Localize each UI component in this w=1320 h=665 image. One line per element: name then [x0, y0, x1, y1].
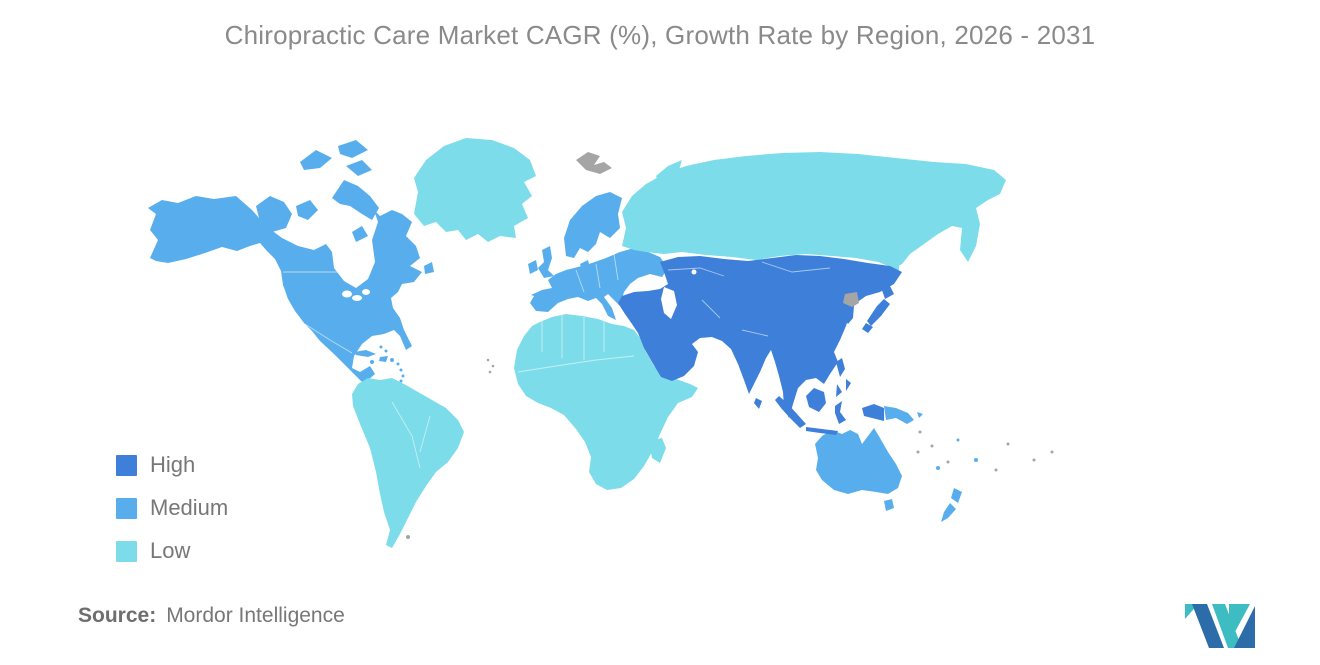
- region-arctic-island-victoria: [256, 196, 292, 232]
- legend-item-low: Low: [116, 538, 228, 564]
- region-denmark: [580, 260, 590, 270]
- legend-item-high: High: [116, 452, 228, 478]
- region-java: [806, 427, 838, 435]
- region-arctic-island-small: [296, 200, 318, 220]
- legend: High Medium Low: [116, 452, 228, 581]
- region-sumatra: [775, 396, 806, 428]
- source-label: Source:: [78, 604, 157, 627]
- oceania-islands-dots: [936, 438, 978, 470]
- region-ireland: [528, 260, 538, 274]
- region-south-korea: [841, 306, 854, 324]
- country-borders: [283, 253, 831, 469]
- region-north-korea: [843, 292, 859, 307]
- region-hispaniola: [379, 356, 388, 362]
- legend-swatch-medium-icon: [116, 497, 137, 519]
- region-sulawesi: [835, 401, 846, 424]
- region-papua-new-guinea: [884, 406, 923, 424]
- region-lesser-antilles: [370, 345, 405, 383]
- region-svalbard: [576, 152, 612, 174]
- region-borneo: [806, 388, 826, 412]
- source-line: Source: Mordor Intelligence: [78, 604, 345, 628]
- mordor-intelligence-logo: [1185, 604, 1255, 648]
- lakes-and-seas: [342, 269, 697, 319]
- pacific-islands-dots: [406, 358, 1054, 539]
- region-west-papua: [862, 404, 884, 421]
- region-southampton-island: [352, 226, 368, 242]
- region-madagascar: [650, 438, 666, 463]
- region-baffin-island: [332, 180, 379, 220]
- region-newfoundland: [424, 262, 434, 274]
- region-ellesmere-cluster: [300, 140, 372, 176]
- region-philippines: [836, 358, 851, 397]
- region-sri-lanka: [754, 398, 762, 409]
- region-north-america: [148, 196, 422, 407]
- region-tasmania: [884, 499, 894, 511]
- region-scandinavia: [564, 192, 622, 258]
- region-novaya-zemlya: [656, 160, 682, 187]
- source-value: Mordor Intelligence: [166, 604, 345, 627]
- region-asia-middle-east: [618, 255, 902, 418]
- legend-label-low: Low: [150, 538, 191, 563]
- region-cuba: [354, 350, 376, 357]
- region-russia: [622, 152, 1006, 268]
- region-australia: [815, 428, 902, 494]
- region-united-kingdom: [538, 246, 554, 278]
- legend-swatch-high-icon: [116, 454, 137, 476]
- region-japan: [862, 286, 894, 333]
- legend-item-medium: Medium: [116, 495, 228, 521]
- chart-title: Chiropractic Care Market CAGR (%), Growt…: [224, 20, 1096, 50]
- region-new-zealand: [941, 488, 962, 522]
- legend-swatch-low-icon: [116, 540, 137, 562]
- region-south-america: [352, 378, 464, 548]
- region-greenland: [414, 138, 536, 242]
- legend-label-high: High: [150, 452, 196, 477]
- legend-label-medium: Medium: [150, 495, 229, 520]
